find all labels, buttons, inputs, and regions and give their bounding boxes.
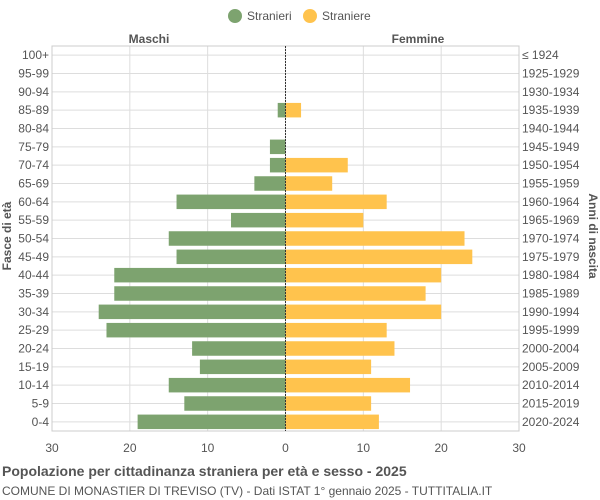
birth-year-label: 2005-2009 (522, 360, 580, 374)
bar-straniere (285, 249, 473, 265)
bar-stranieri (192, 341, 286, 356)
bar-stranieri (269, 139, 286, 155)
x-tick-label: 20 (123, 441, 137, 455)
bar-straniere (285, 267, 442, 283)
right-header-femmine: Femmine (392, 32, 445, 46)
bar-straniere (285, 359, 372, 375)
birth-year-label: 1955-1959 (522, 177, 580, 191)
birth-year-label: 1965-1969 (522, 213, 580, 227)
birth-year-label: 2000-2004 (522, 342, 580, 356)
x-tick-label: 10 (357, 441, 371, 455)
y-axis-label-right: Anni di nascita (586, 193, 600, 279)
population-pyramid-chart: Stranieri Straniere Maschi Femmine Fasce… (0, 9, 600, 455)
bar-stranieri (269, 157, 286, 173)
birth-year-label: 1945-1949 (522, 140, 580, 154)
chart-subtitle: COMUNE DI MONASTIER DI TREVISO (TV) - Da… (2, 484, 493, 498)
age-group-label: 50-54 (18, 232, 49, 246)
bar-straniere (285, 102, 302, 118)
x-tick-label: 0 (282, 441, 289, 455)
birth-year-label: 2020-2024 (522, 415, 580, 429)
age-group-label: 40-44 (18, 268, 49, 282)
birth-year-label: 1985-1989 (522, 287, 580, 301)
birth-year-label: 1960-1964 (522, 195, 580, 209)
legend-marker-stranieri (228, 9, 242, 23)
bar-stranieri (176, 249, 286, 265)
bar-straniere (285, 304, 442, 320)
birth-year-label: 2010-2014 (522, 378, 580, 392)
bar-straniere (285, 414, 379, 430)
age-group-label: 20-24 (18, 342, 49, 356)
x-tick-label: 10 (201, 441, 215, 455)
x-tick-label: 30 (45, 441, 59, 455)
age-group-label: 60-64 (18, 195, 49, 209)
age-group-label: 10-14 (18, 378, 49, 392)
age-group-label: 45-49 (18, 250, 49, 264)
birth-year-label: 1950-1954 (522, 158, 580, 172)
bar-stranieri (98, 304, 286, 320)
birth-year-label: 1970-1974 (522, 232, 580, 246)
bar-straniere (285, 212, 364, 228)
age-group-label: 0-4 (32, 415, 50, 429)
bar-straniere (285, 322, 387, 338)
legend-label-straniere: Straniere (322, 9, 371, 23)
bar-straniere (285, 377, 411, 393)
bar-straniere (285, 286, 426, 301)
birth-year-label: 1935-1939 (522, 103, 580, 117)
bar-straniere (285, 157, 348, 173)
age-group-label: 15-19 (18, 360, 49, 374)
age-group-label: 55-59 (18, 213, 49, 227)
bar-stranieri (137, 414, 286, 430)
x-tick-label: 20 (434, 441, 448, 455)
birth-year-label: 1990-1994 (522, 305, 580, 319)
age-group-label: 65-69 (18, 177, 49, 191)
age-group-label: 85-89 (18, 103, 49, 117)
birth-year-label: 2015-2019 (522, 397, 580, 411)
age-group-label: 90-94 (18, 85, 49, 99)
y-axis-label-left: Fasce di età (0, 201, 14, 270)
age-group-label: 70-74 (18, 158, 49, 172)
legend-marker-straniere (303, 9, 317, 23)
bar-stranieri (231, 212, 286, 228)
age-group-label: 80-84 (18, 122, 49, 136)
left-header-maschi: Maschi (129, 32, 170, 46)
age-group-label: 35-39 (18, 287, 49, 301)
bar-stranieri (277, 102, 286, 118)
bar-straniere (285, 194, 387, 210)
bar-stranieri (106, 322, 286, 338)
bar-straniere (285, 341, 395, 356)
bar-stranieri (176, 194, 286, 210)
birth-year-label: 1940-1944 (522, 122, 580, 136)
legend-label-stranieri: Stranieri (247, 9, 292, 23)
age-group-label: 95-99 (18, 67, 49, 81)
birth-year-label: 1995-1999 (522, 323, 580, 337)
x-tick-label: 30 (512, 441, 526, 455)
bar-stranieri (114, 286, 286, 301)
birth-year-label: ≤ 1924 (522, 48, 559, 62)
bar-stranieri (168, 377, 286, 393)
birth-year-label: 1975-1979 (522, 250, 580, 264)
age-group-label: 30-34 (18, 305, 49, 319)
plot-area: 30 20 10 0 10 20 30 100+ ≤ 1924 95-99 1925-1929 90-… (18, 45, 580, 455)
bar-stranieri (199, 359, 286, 375)
bar-straniere (285, 231, 465, 246)
bar-straniere (285, 176, 333, 191)
age-group-label: 100+ (22, 48, 49, 62)
bar-stranieri (168, 231, 286, 246)
age-group-label: 25-29 (18, 323, 49, 337)
age-group-label: 5-9 (32, 397, 50, 411)
birth-year-label: 1930-1934 (522, 85, 580, 99)
birth-year-label: 1980-1984 (522, 268, 580, 282)
bar-straniere (285, 396, 372, 411)
chart-legend: Stranieri Straniere (228, 9, 371, 23)
bar-stranieri (184, 396, 286, 411)
bar-stranieri (254, 176, 286, 191)
age-group-label: 75-79 (18, 140, 49, 154)
bar-stranieri (114, 267, 286, 283)
chart-title: Popolazione per cittadinanza straniera p… (2, 463, 407, 479)
birth-year-label: 1925-1929 (522, 67, 580, 81)
